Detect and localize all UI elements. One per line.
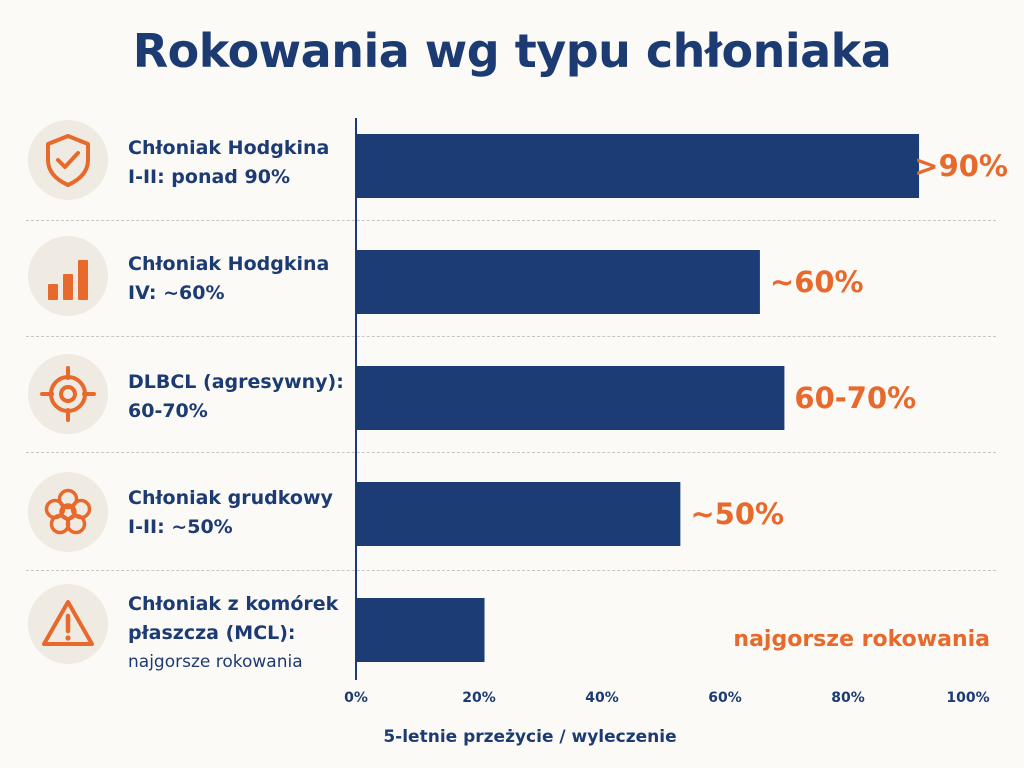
row-label-line: 60-70%	[128, 400, 208, 422]
row-label-follicular: Chłoniak grudkowy I-II: ~50%	[128, 484, 348, 542]
row-label-mcl: Chłoniak z komórek płaszcza (MCL): najgo…	[128, 590, 348, 677]
row-label-line: I-II: ponad 90%	[128, 166, 291, 188]
x-axis-label: 5-letnie przeżycie / wyleczenie	[383, 727, 677, 747]
row-label-line: najgorsze rokowania	[128, 652, 303, 672]
row-label-line: DLBCL (agresywny):	[128, 371, 344, 393]
bar-value-label: ~50%	[690, 497, 784, 531]
row-separator	[26, 570, 996, 571]
row-label-line: płaszcza (MCL):	[128, 622, 296, 644]
x-tick-label: 0%	[344, 690, 368, 706]
row-separator	[26, 220, 996, 221]
target-icon	[40, 366, 96, 422]
row-label-line: Chłoniak Hodgkina	[128, 253, 330, 275]
row-icon-circle	[28, 236, 108, 316]
shield-check-icon	[46, 134, 90, 187]
row-icon-circle	[28, 120, 108, 200]
row-icon-circle	[28, 354, 108, 434]
bar	[356, 366, 785, 430]
row-label-line: I-II: ~50%	[128, 516, 233, 538]
chart-title: Rokowania wg typu chłoniaka	[132, 24, 892, 78]
row-label-line: Chłoniak z komórek	[128, 593, 339, 615]
row-label-line: IV: ~60%	[128, 282, 225, 304]
bar	[356, 134, 920, 198]
row-label-hodgkin-early: Chłoniak Hodgkina I-II: ponad 90%	[128, 134, 348, 192]
row-label-line: Chłoniak Hodgkina	[128, 137, 330, 159]
x-tick-label: 60%	[708, 690, 742, 706]
row-separator	[26, 336, 996, 337]
x-tick-label: 100%	[946, 690, 990, 706]
x-tick-label: 80%	[831, 690, 865, 706]
bar-value-label: ~60%	[770, 265, 864, 299]
warning-icon	[42, 600, 94, 646]
bar	[356, 482, 681, 546]
bar-value-label: >90%	[914, 149, 1008, 183]
row-label-line: Chłoniak grudkowy	[128, 487, 333, 509]
row-separator	[26, 452, 996, 453]
bar-value-label: 60-70%	[794, 381, 916, 415]
row-icon-circle	[28, 584, 108, 664]
x-tick-label: 40%	[585, 690, 619, 706]
bar-value-label: najgorsze rokowania	[733, 627, 990, 652]
bar	[356, 250, 760, 314]
bar-chart-icon	[48, 260, 88, 300]
row-label-hodgkin-advanced: Chłoniak Hodgkina IV: ~60%	[128, 250, 348, 308]
bar	[356, 598, 485, 662]
cell-cluster-icon	[44, 488, 92, 535]
row-icon-circle	[28, 472, 108, 552]
x-tick-label: 20%	[462, 690, 496, 706]
row-label-dlbcl: DLBCL (agresywny): 60-70%	[128, 368, 348, 426]
